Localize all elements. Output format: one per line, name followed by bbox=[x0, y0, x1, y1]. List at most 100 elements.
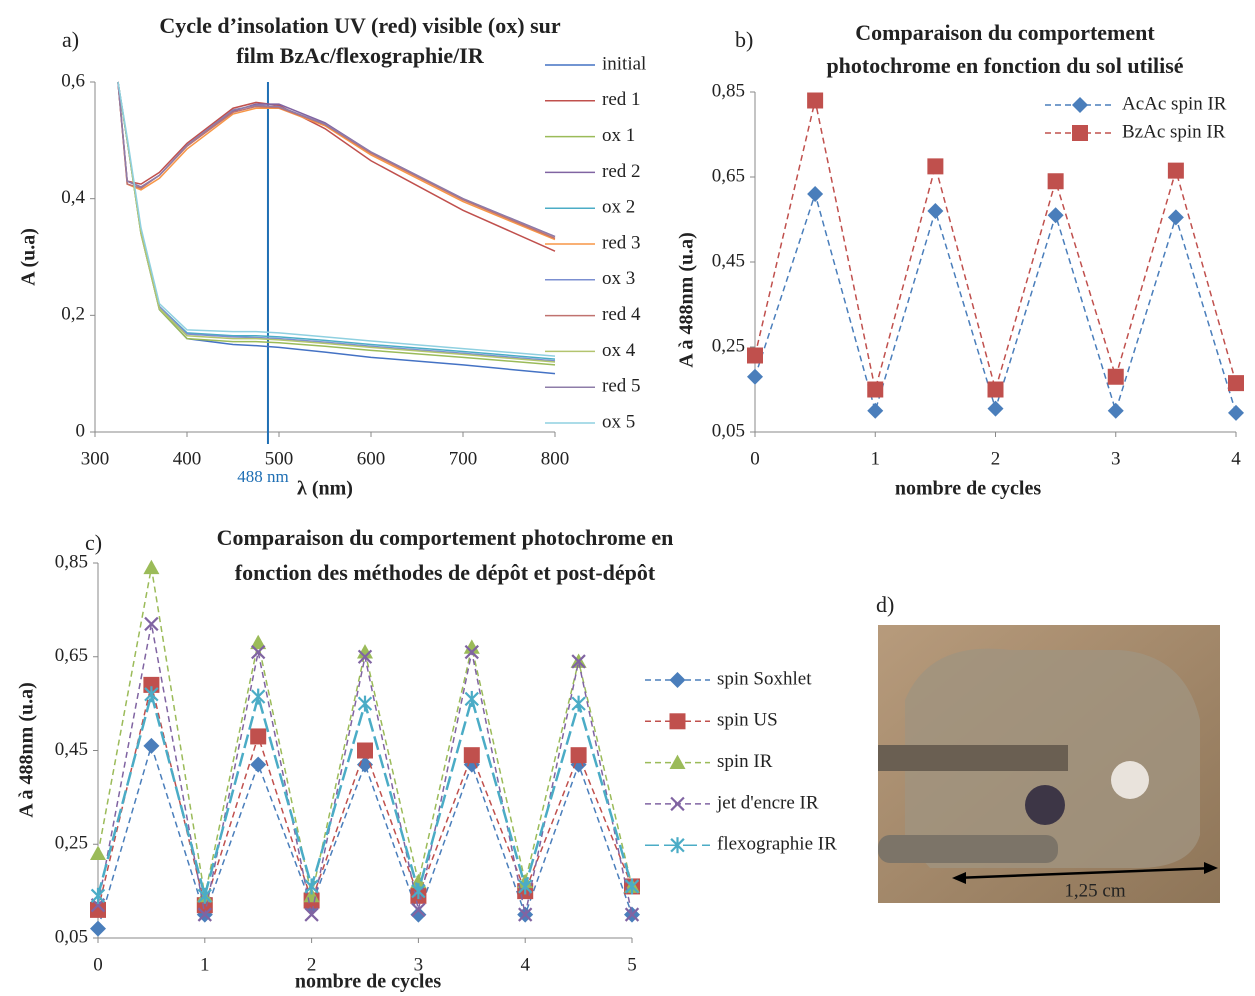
marker bbox=[250, 728, 267, 745]
marker bbox=[670, 796, 685, 812]
marker bbox=[90, 845, 106, 861]
chart: 0,05 0,25 0,45 0,65 0,85 0 1 2 3 4 Comparaison du … bbox=[676, 20, 1244, 500]
marker bbox=[251, 688, 266, 705]
y-tick-label: 0,2 bbox=[61, 304, 85, 325]
series-line bbox=[117, 81, 556, 238]
marker-line-label: 488 nm bbox=[237, 467, 288, 486]
series-line bbox=[117, 81, 556, 363]
marker bbox=[867, 381, 884, 398]
legend-label: red 5 bbox=[602, 376, 641, 397]
y-tick-label: 0,4 bbox=[61, 187, 85, 208]
series-line bbox=[117, 81, 556, 238]
marker bbox=[197, 887, 212, 904]
marker bbox=[571, 654, 586, 669]
marker bbox=[927, 203, 944, 219]
dot-light bbox=[1111, 761, 1149, 799]
legend-label: ox 5 bbox=[602, 411, 635, 432]
marker-stroke bbox=[518, 907, 533, 922]
tweezer-top bbox=[878, 745, 1068, 771]
x-tick-label: 600 bbox=[357, 448, 386, 469]
legend-label: red 2 bbox=[602, 161, 641, 182]
chart-title: Comparaison du comportement photochrome … bbox=[217, 525, 674, 550]
y-axis-label: A à 488nm (u.a) bbox=[16, 682, 38, 818]
legend-label: red 4 bbox=[602, 304, 641, 325]
chart-title: film BzAc/flexographie/IR bbox=[236, 43, 485, 68]
y-tick-label: 0,25 bbox=[712, 335, 745, 356]
marker bbox=[1047, 207, 1064, 224]
marker bbox=[1167, 209, 1184, 226]
marker-stroke bbox=[571, 654, 586, 669]
marker bbox=[250, 756, 267, 773]
dot-dark bbox=[1025, 785, 1065, 825]
marker-stroke bbox=[411, 902, 426, 918]
marker bbox=[304, 878, 319, 895]
chart-title: Comparaison du comportement bbox=[855, 20, 1155, 45]
marker bbox=[1228, 375, 1244, 392]
x-tick-label: 500 bbox=[265, 448, 294, 469]
marker bbox=[90, 887, 106, 904]
series-line bbox=[117, 81, 556, 357]
y-tick-label: 0,65 bbox=[712, 165, 745, 186]
marker bbox=[357, 742, 373, 759]
legend-label: ox 2 bbox=[602, 197, 635, 218]
marker-stroke bbox=[670, 796, 685, 812]
marker bbox=[1072, 125, 1088, 141]
series-line bbox=[754, 191, 1237, 414]
marker bbox=[987, 381, 1004, 398]
scale-bar bbox=[954, 866, 1216, 880]
x-axis-label: nombre de cycles bbox=[295, 971, 441, 993]
marker bbox=[463, 747, 480, 764]
marker bbox=[518, 907, 533, 922]
x-tick-label: 2 bbox=[991, 448, 1001, 469]
marker bbox=[357, 695, 373, 712]
marker bbox=[747, 347, 763, 364]
marker bbox=[410, 906, 427, 923]
x-tick-label: 0 bbox=[93, 954, 103, 975]
y-axis-label: A (u.a) bbox=[18, 228, 40, 286]
legend-label: spin US bbox=[717, 710, 778, 731]
marker bbox=[304, 907, 319, 922]
marker bbox=[807, 92, 824, 109]
legend-label: spin Soxhlet bbox=[717, 668, 812, 689]
marker bbox=[987, 400, 1004, 417]
series-line bbox=[117, 81, 556, 366]
x-tick-label: 3 bbox=[414, 954, 424, 975]
chart-title: Cycle d’insolation UV (red) visible (ox)… bbox=[159, 13, 561, 38]
panel-label: b) bbox=[735, 27, 753, 52]
series-line bbox=[96, 689, 634, 901]
x-tick-label: 800 bbox=[541, 448, 570, 469]
marker-stroke bbox=[357, 649, 373, 664]
marker bbox=[411, 883, 426, 900]
marker bbox=[669, 754, 686, 769]
scale-label: 1,25 cm bbox=[1064, 880, 1125, 901]
marker-stroke bbox=[197, 907, 212, 922]
marker bbox=[807, 186, 824, 202]
series-line bbox=[117, 81, 556, 360]
marker bbox=[1228, 404, 1244, 421]
marker bbox=[624, 878, 640, 895]
x-tick-label: 4 bbox=[1231, 448, 1241, 469]
marker-stroke bbox=[304, 907, 319, 922]
marker-stroke bbox=[251, 644, 266, 660]
x-tick-label: 3 bbox=[1111, 448, 1121, 469]
legend-label: ox 4 bbox=[602, 340, 636, 361]
marker-stroke bbox=[144, 616, 159, 632]
panel-label: c) bbox=[85, 530, 102, 555]
marker bbox=[669, 713, 686, 730]
marker bbox=[747, 368, 763, 385]
marker bbox=[1107, 402, 1124, 419]
series-line bbox=[117, 81, 556, 241]
series-line bbox=[754, 100, 1237, 393]
legend-label: spin IR bbox=[717, 751, 773, 772]
marker bbox=[90, 920, 106, 937]
legend-label: jet d'encre IR bbox=[716, 792, 819, 813]
chart: 0 0,2 0,4 0,6 300 400 500 600 700 800 Cycle d’inso… bbox=[18, 13, 647, 500]
marker bbox=[464, 690, 479, 707]
marker-stroke bbox=[624, 907, 640, 922]
marker bbox=[1107, 368, 1124, 385]
tweezer-bottom bbox=[878, 835, 1058, 863]
x-axis-label: λ (nm) bbox=[297, 478, 353, 500]
marker bbox=[571, 695, 586, 712]
y-axis-label: A à 488nm (u.a) bbox=[676, 232, 698, 368]
